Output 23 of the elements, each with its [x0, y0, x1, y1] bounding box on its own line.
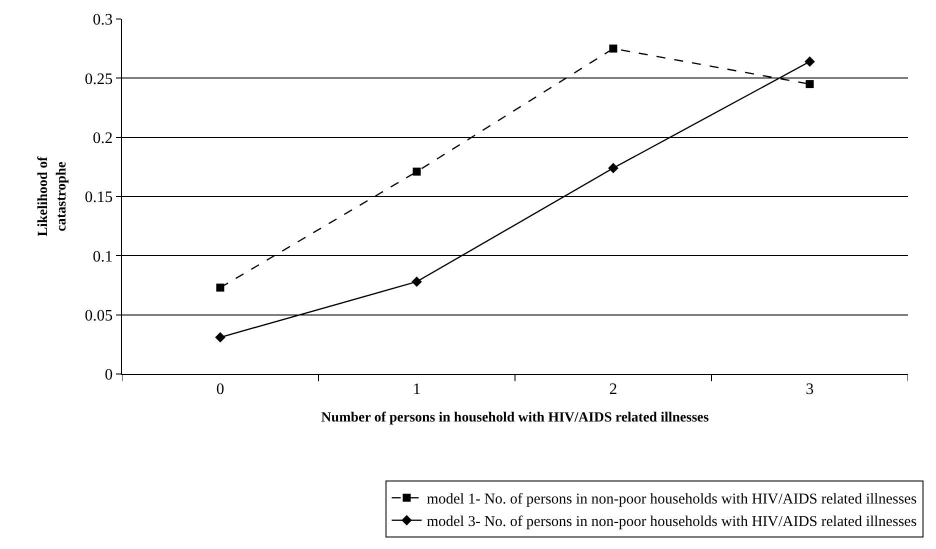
y-tick-label: 0.2	[92, 130, 113, 147]
y-tick-label: 0	[104, 366, 113, 384]
y-tick-label: 0.25	[84, 70, 113, 88]
point	[608, 162, 618, 174]
legend-label: model 1- No. of persons in non-poor households with HIV/AIDS related illnesses	[426, 492, 917, 508]
x-tick-label: 2	[609, 381, 618, 398]
y-axis-title: Likelihood of catastrophe	[36, 156, 70, 236]
legend-label: model 3- No. of persons in non-poor households with HIV/AIDS related illnesses	[426, 514, 917, 530]
y-tick-label: 0.05	[84, 307, 113, 324]
point	[806, 80, 814, 88]
x-tick-label: 3	[806, 381, 814, 398]
point	[412, 276, 422, 287]
point	[804, 56, 815, 67]
y-tick-label: 0.3	[92, 12, 113, 29]
x-tick-label: 1	[412, 381, 421, 398]
x-axis-title: Number of persons in household with HIV/AIDS related illnesses	[321, 410, 710, 426]
y-tick-label: 0.15	[84, 189, 113, 206]
x-tick-label: 0	[216, 381, 224, 398]
point	[215, 332, 226, 343]
y-tick-label: 0.1	[92, 248, 113, 266]
point	[216, 284, 224, 292]
point	[412, 168, 421, 176]
point	[609, 44, 618, 53]
